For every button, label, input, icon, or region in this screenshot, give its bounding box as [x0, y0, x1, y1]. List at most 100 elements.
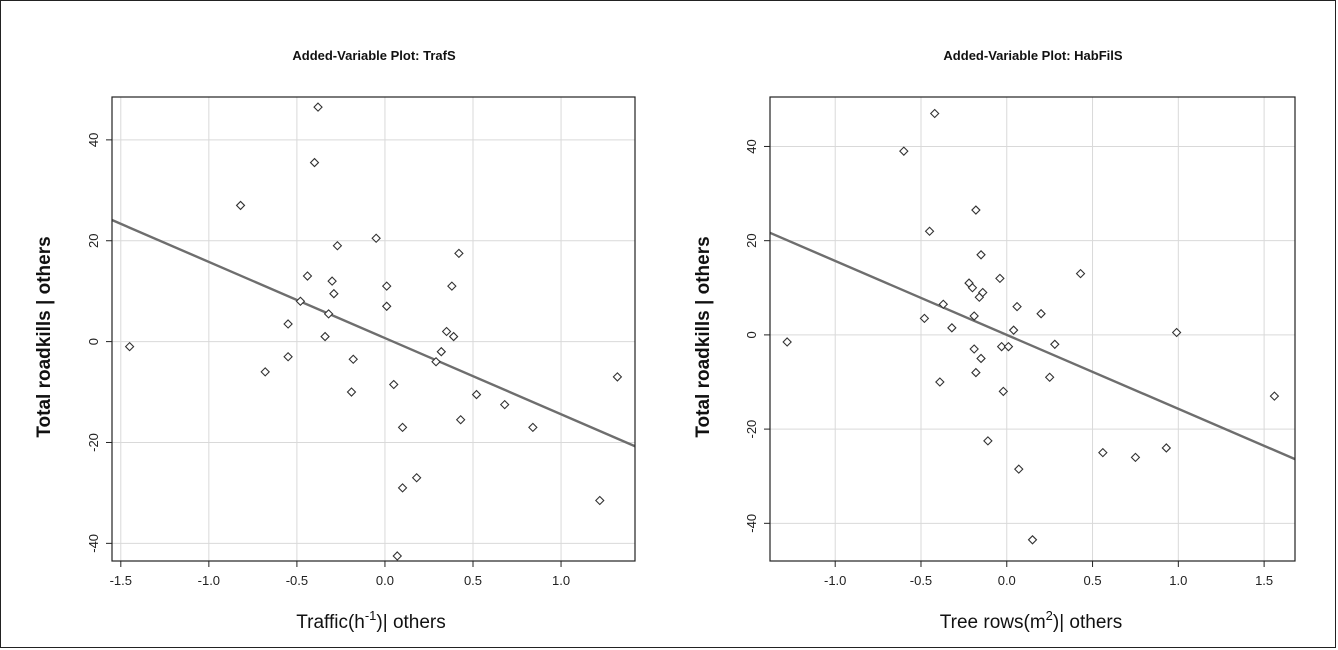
x-tick-label: -1.0 — [198, 573, 220, 588]
x-tick-label: -0.5 — [910, 573, 932, 588]
data-point — [295, 296, 306, 307]
y-tick-label: -20 — [744, 420, 759, 439]
data-point — [1130, 452, 1141, 463]
x-tick-label: 0.5 — [464, 573, 482, 588]
x-axis-label: Traffic(h-1)| others — [296, 608, 446, 633]
data-point — [1171, 327, 1182, 338]
regression-line — [769, 231, 1296, 461]
data-point — [346, 387, 357, 397]
data-point — [283, 351, 293, 362]
data-point — [929, 108, 940, 119]
data-point — [441, 326, 452, 337]
data-point — [782, 337, 792, 347]
x-tick-label: 0.0 — [998, 573, 1016, 588]
data-point — [967, 283, 978, 293]
data-point — [976, 250, 986, 260]
data-point — [397, 483, 408, 493]
chart-panel-tree-rows: Added-Variable Plot: HabFilS -1.0 -0.5 0.0… — [693, 48, 1296, 633]
data-point — [431, 357, 441, 367]
data-point — [454, 248, 464, 259]
data-point — [381, 301, 392, 312]
data-point — [935, 377, 945, 387]
y-tick-label: 20 — [86, 234, 101, 248]
x-axis-label: Tree rows(m2)| others — [940, 608, 1123, 633]
y-tick-label: -20 — [86, 433, 101, 452]
data-point — [938, 299, 949, 310]
data-point — [455, 415, 466, 425]
data-point — [899, 146, 909, 156]
x-tick-label: 0.5 — [1084, 573, 1102, 588]
data-point — [309, 157, 320, 168]
y-tick-label: -40 — [744, 514, 759, 533]
data-point — [436, 346, 447, 357]
data-point — [471, 389, 482, 400]
data-point — [595, 495, 605, 506]
gridlines — [770, 97, 1295, 561]
y-axis-label: Total roadkills | others — [693, 236, 714, 437]
y-tick-label: 40 — [86, 133, 101, 147]
data-point — [323, 309, 334, 319]
data-point — [313, 102, 323, 112]
data-point — [983, 436, 993, 446]
data-point — [332, 241, 343, 251]
data-point — [1269, 391, 1280, 401]
data-points — [782, 108, 1280, 545]
y-tick-label: 20 — [744, 233, 759, 247]
data-point — [320, 331, 330, 342]
data-point — [447, 281, 457, 291]
data-point — [1036, 308, 1046, 319]
data-point — [499, 399, 510, 410]
data-point — [976, 353, 986, 364]
data-point — [388, 379, 399, 390]
gridlines — [112, 97, 635, 561]
data-point — [1050, 339, 1060, 350]
x-tick-label: 0.0 — [376, 573, 394, 588]
data-point — [371, 233, 381, 243]
data-point — [381, 281, 392, 291]
data-point — [1098, 447, 1108, 458]
data-point — [1044, 372, 1055, 383]
data-point — [260, 367, 270, 377]
data-point — [1161, 443, 1172, 453]
data-point — [397, 422, 408, 433]
chart-title: Added-Variable Plot: HabFilS — [943, 48, 1122, 63]
y-tick-label: 0 — [86, 338, 101, 345]
x-tick-label: -1.0 — [824, 573, 846, 588]
regression-line — [111, 218, 636, 448]
data-point — [996, 341, 1007, 352]
data-point — [124, 341, 135, 352]
data-point — [348, 354, 359, 365]
x-tick-label: -1.5 — [110, 573, 132, 588]
data-point — [1012, 301, 1022, 312]
data-point — [235, 200, 246, 211]
data-point — [1003, 341, 1014, 352]
x-tick-label: 1.0 — [552, 573, 570, 588]
y-tick-label: -40 — [86, 534, 101, 553]
y-axis-label: Total roadkills | others — [34, 236, 55, 437]
x-tick-label: 1.5 — [1255, 573, 1273, 588]
data-point — [1013, 464, 1024, 474]
data-point — [327, 276, 337, 286]
data-point — [969, 311, 979, 321]
chart-panel-traffic: Added-Variable Plot: TrafS -1.5 -1.0 -0.5 0… — [34, 48, 636, 633]
y-axis: -40 -20 0 20 40 — [744, 139, 770, 533]
x-tick-label: 1.0 — [1169, 573, 1187, 588]
data-point — [995, 273, 1005, 284]
data-point — [411, 473, 422, 483]
data-point — [1075, 268, 1086, 279]
data-point — [1027, 535, 1038, 545]
data-point — [283, 319, 293, 329]
y-tick-label: 40 — [744, 139, 759, 153]
data-point — [969, 344, 979, 354]
y-axis: -40 -20 0 20 40 — [86, 133, 112, 553]
data-point — [528, 422, 538, 433]
data-point — [919, 313, 930, 324]
data-point — [924, 226, 935, 237]
data-point — [448, 331, 459, 342]
plot-frame — [111, 96, 636, 562]
data-point — [971, 367, 981, 378]
data-point — [971, 205, 981, 215]
x-axis: -1.0 -0.5 0.0 0.5 1.0 1.5 — [824, 561, 1273, 588]
